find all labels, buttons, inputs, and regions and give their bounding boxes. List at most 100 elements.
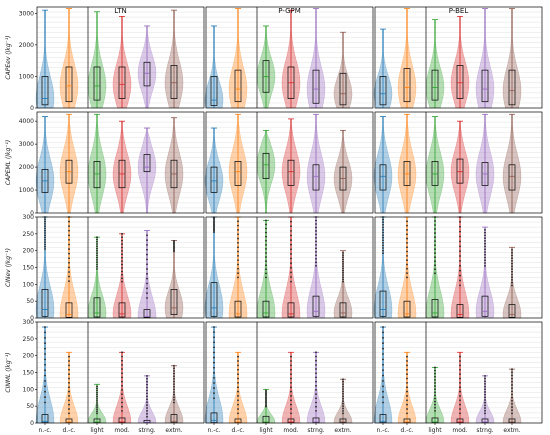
outlier-point [484,262,486,264]
xtick-label-mod.: mod. [114,427,129,434]
outlier-point [484,231,486,234]
outlier-point [290,253,292,255]
outlier-point [121,236,123,239]
iqr-box-light [262,300,270,318]
ytick-label: 250 [23,336,35,343]
ytick-label: 0 [30,210,34,217]
outlier-point [382,326,384,328]
outlier-point [265,231,267,234]
outlier-point [96,397,98,400]
outlier-point [342,397,344,400]
outlier-point [382,221,384,224]
xtick-label-mod.: mod. [452,427,467,434]
outlier-point [173,367,175,370]
outlier-point [44,243,46,246]
outlier-point [342,388,344,390]
outlier-point [44,245,46,248]
outlier-point [342,410,344,412]
outlier-point [459,245,461,248]
ytick-label: 1000 [19,187,34,194]
outlier-point [342,271,344,274]
outlier-point [459,264,461,267]
outlier-point [173,241,175,243]
outlier-point [406,390,408,393]
outlier-point [96,402,98,404]
outlier-point [484,259,486,262]
xtick-label-n.-c.: n.-c. [38,427,51,434]
column-title-P-GPM: P-GPM [278,7,301,15]
outlier-point [342,258,344,261]
outlier-point [434,252,436,255]
ytick-label: 100 [23,281,35,288]
outlier-point [173,370,175,372]
outlier-point [484,228,486,231]
row-ylabel-0: CAPEev (Jkg⁻¹) [5,35,12,79]
outlier-point [342,378,344,381]
outlier-point [173,396,175,399]
panel-3-1 [204,321,374,425]
outlier-point [315,250,317,253]
outlier-point [44,331,46,334]
outlier-point [213,331,215,334]
outlier-point [290,266,292,269]
outlier-point [406,220,408,223]
outlier-point [146,234,148,237]
outlier-point [406,276,408,279]
outlier-point [342,267,344,270]
outlier-point [68,234,70,237]
outlier-point [434,375,436,378]
outlier-point [315,254,317,257]
iqr-box-d.-c. [403,161,411,186]
outlier-point [459,269,461,272]
outlier-point [146,287,148,290]
outlier-point [406,254,408,257]
outlier-point [44,222,46,225]
outlier-point [315,243,317,246]
panel-0-1 [204,6,374,109]
ytick-label: 3000 [19,141,34,148]
ytick-label: 4000 [19,118,34,125]
outlier-point [434,382,436,384]
outlier-point [265,247,267,250]
outlier-point [459,284,461,287]
outlier-point [459,355,461,358]
outlier-point [484,237,486,240]
outlier-point [382,241,384,244]
outlier-point [511,257,513,260]
iqr-box-light [262,152,270,179]
outlier-point [434,240,436,242]
outlier-point [213,346,215,349]
outlier-point [315,219,317,222]
outlier-point [121,351,123,354]
xtick-label-n.-c.: n.-c. [376,427,389,434]
iqr-box-d.-c. [234,69,242,103]
outlier-point [315,380,317,383]
outlier-point [406,241,408,244]
outlier-point [213,229,215,232]
outlier-point [146,410,148,412]
outlier-point [315,240,317,243]
iqr-box-n.-c. [41,289,49,317]
panel-frame [36,111,205,214]
outlier-point [484,245,486,248]
panel-frame [374,6,543,109]
outlier-point [382,374,384,377]
outlier-point [342,263,344,265]
ytick-label: 3000 [19,10,34,17]
outlier-point [68,261,70,264]
outlier-point [146,272,148,275]
outlier-point [237,381,239,384]
outlier-point [96,412,98,415]
outlier-point [484,374,486,377]
outlier-point [121,355,123,358]
outlier-point [68,280,70,283]
outlier-point [146,415,148,418]
outlier-point [146,380,148,383]
outlier-point [68,220,70,223]
outlier-point [265,272,267,275]
outlier-point [484,407,486,409]
iqr-box-light [93,66,101,101]
outlier-point [315,237,317,239]
outlier-point [96,410,98,413]
outlier-point [96,389,98,392]
